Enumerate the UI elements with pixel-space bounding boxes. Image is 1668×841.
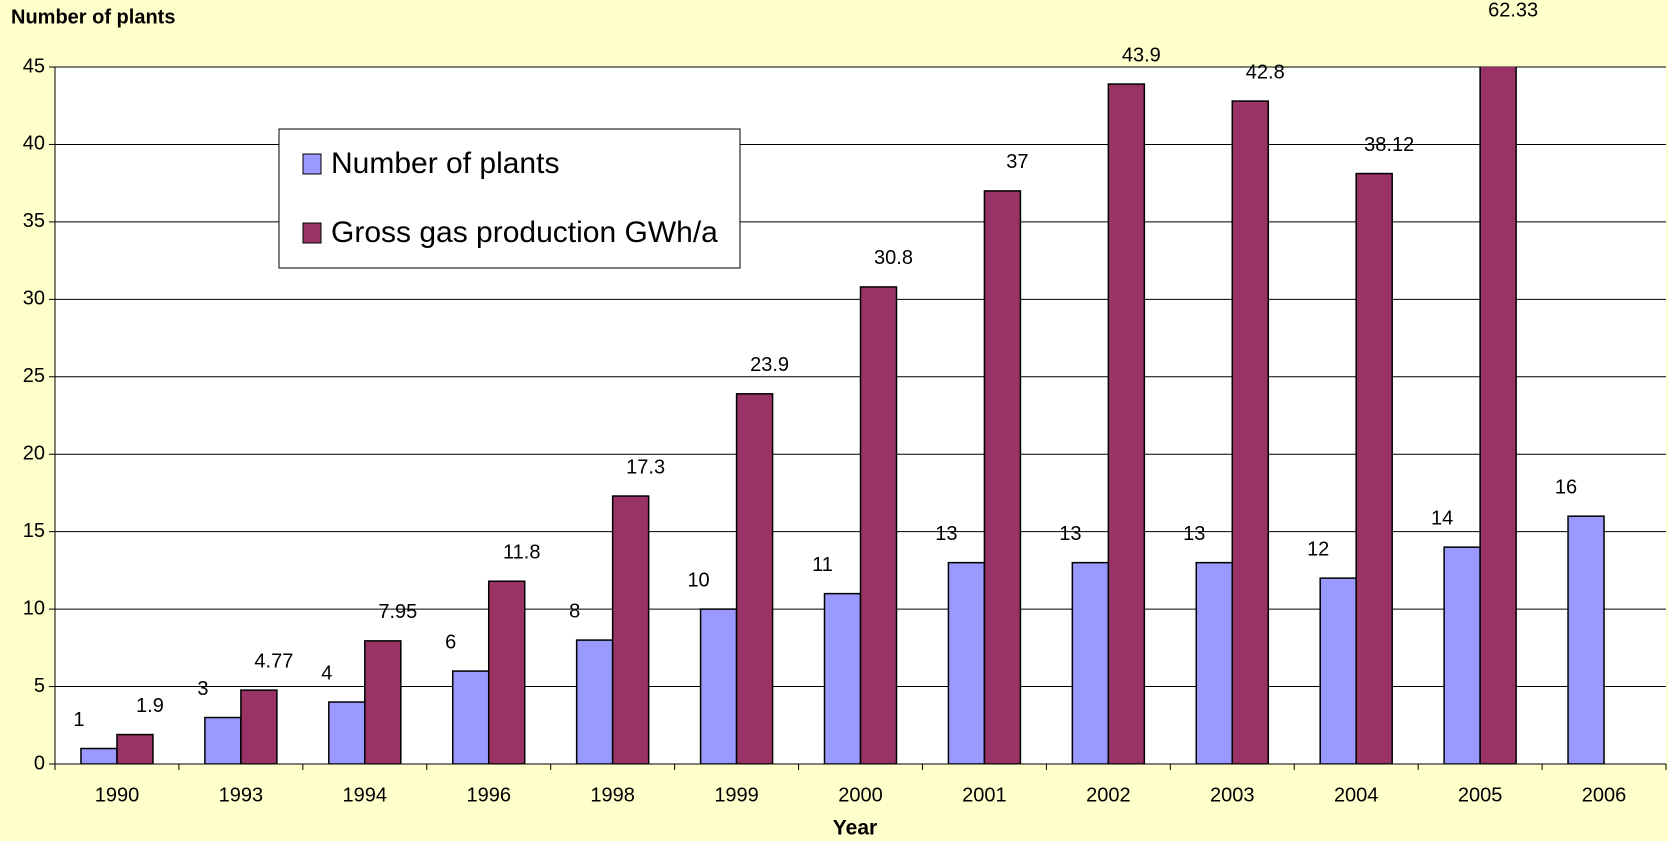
x-tick-label: 2003 [1210, 784, 1255, 806]
value-label: 11 [812, 554, 833, 576]
x-tick-label: 2002 [1086, 784, 1131, 806]
value-label: 11.8 [503, 542, 540, 564]
value-label: 10 [687, 569, 709, 591]
y-axis-title: Number of plants [11, 6, 175, 28]
value-label: 17.3 [626, 456, 665, 478]
bar [1071, 561, 1110, 764]
value-label: 62.33 [1488, 0, 1538, 21]
x-axis-title: Year [833, 817, 877, 840]
x-tick-label: 2001 [962, 784, 1007, 806]
bar [575, 639, 614, 764]
value-label: 8 [569, 600, 580, 622]
value-label: 37 [1006, 151, 1028, 173]
y-tick-label: 5 [34, 675, 45, 697]
x-tick-label: 2005 [1458, 784, 1503, 806]
legend-label: Number of plants [331, 147, 559, 180]
bar [823, 592, 862, 764]
y-tick-label: 45 [23, 55, 45, 77]
bar [1231, 100, 1270, 764]
legend-label: Gross gas production GWh/a [331, 216, 718, 249]
value-label: 12 [1307, 538, 1329, 560]
x-tick-label: 1993 [219, 784, 264, 806]
x-tick-label: 2000 [838, 784, 883, 806]
bar [204, 716, 242, 764]
value-label: 13 [1059, 523, 1081, 545]
y-tick-label: 25 [23, 365, 45, 387]
bar [487, 580, 526, 764]
legend-swatch [302, 153, 322, 175]
y-tick-label: 30 [23, 288, 45, 310]
bars [80, 67, 1605, 764]
bar [451, 670, 490, 764]
value-label: 6 [445, 631, 456, 653]
bar [1355, 172, 1393, 764]
bar [1107, 83, 1146, 764]
legend-swatch [302, 222, 322, 244]
bar [1479, 67, 1517, 764]
bar [1195, 561, 1234, 764]
value-label: 14 [1431, 507, 1453, 529]
bar [80, 747, 118, 764]
value-label: 43.9 [1122, 44, 1161, 66]
x-tick-label: 1996 [466, 784, 511, 806]
overlay: 1990 1 1.9 1993 3 4.77 1994 4 7.95 1996 6 11.8 1998 8… [73, 0, 1626, 806]
bar [240, 689, 278, 764]
bar [735, 393, 774, 764]
value-label: 38.12 [1364, 134, 1414, 156]
value-label: 4 [321, 662, 332, 684]
value-label: 1 [73, 709, 84, 731]
x-tick-label: 2004 [1334, 784, 1379, 806]
value-label: 7.95 [378, 601, 417, 623]
x-tick-label: 1990 [95, 784, 140, 806]
x-tick-label: 1994 [343, 784, 388, 806]
bar [611, 495, 650, 764]
y-tick-label: 20 [23, 443, 45, 465]
value-label: 16 [1555, 476, 1577, 498]
bar [699, 608, 738, 764]
value-label: 3 [197, 678, 208, 700]
y-tick-label: 35 [23, 210, 45, 232]
bar [116, 733, 154, 764]
y-tick-label: 0 [34, 752, 45, 774]
bar [364, 640, 402, 764]
y-tick-label: 15 [23, 520, 45, 542]
y-tick-label: 10 [23, 597, 45, 619]
bar [1319, 577, 1357, 764]
value-label: 42.8 [1246, 61, 1285, 83]
x-tick-label: 1999 [714, 784, 759, 806]
bar [983, 190, 1022, 764]
legend-box [278, 128, 741, 269]
bar [328, 701, 366, 764]
value-label: 23.9 [750, 354, 789, 376]
value-label: 30.8 [874, 247, 913, 269]
bar [1443, 546, 1481, 764]
bar [947, 561, 986, 764]
bar [859, 286, 898, 764]
value-label: 13 [1183, 523, 1205, 545]
value-label: 1.9 [136, 695, 164, 717]
y-tick-label: 40 [23, 133, 45, 155]
x-tick-label: 1998 [590, 784, 635, 806]
value-label: 13 [935, 523, 957, 545]
x-tick-label: 2006 [1582, 784, 1627, 806]
bar [1567, 515, 1605, 764]
value-label: 4.77 [254, 650, 293, 672]
